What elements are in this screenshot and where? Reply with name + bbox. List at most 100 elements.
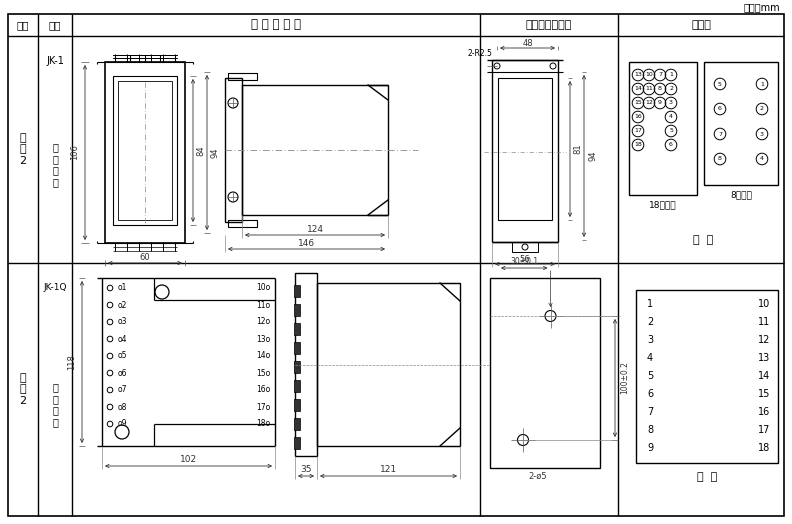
Text: 4: 4	[647, 353, 653, 363]
Text: 11: 11	[645, 86, 653, 92]
Bar	[317, 283, 460, 446]
Text: 102: 102	[180, 455, 197, 464]
Text: 48: 48	[522, 38, 533, 48]
Text: 146: 146	[298, 238, 315, 247]
Text: 10o: 10o	[256, 283, 270, 292]
Text: o7: o7	[118, 386, 128, 395]
Bar	[490, 278, 600, 468]
Text: 1: 1	[647, 299, 653, 309]
Text: 7: 7	[658, 72, 662, 78]
Bar	[294, 361, 300, 373]
Text: 图号: 图号	[17, 20, 29, 30]
Bar	[629, 62, 697, 195]
Text: 18: 18	[634, 143, 642, 147]
Text: 18o: 18o	[256, 420, 270, 429]
Text: 2: 2	[669, 86, 673, 92]
Text: o6: o6	[118, 368, 128, 377]
Text: 12: 12	[645, 101, 653, 105]
Text: 16o: 16o	[256, 386, 270, 395]
Text: 10: 10	[758, 299, 770, 309]
Bar	[228, 220, 257, 227]
Text: 12o: 12o	[256, 318, 270, 326]
Text: 端子图: 端子图	[691, 20, 711, 30]
Text: 84: 84	[196, 145, 205, 156]
Text: 11o: 11o	[256, 300, 270, 310]
Text: 9: 9	[658, 101, 662, 105]
Text: 13o: 13o	[256, 334, 270, 344]
Text: 7: 7	[647, 407, 653, 417]
Text: 81: 81	[573, 144, 582, 154]
Text: 板
后
接
线: 板 后 接 线	[52, 142, 58, 187]
Text: 3: 3	[760, 132, 764, 136]
Text: 安装开孔尺寸图: 安装开孔尺寸图	[526, 20, 572, 30]
Text: 10: 10	[645, 72, 653, 78]
Text: 56: 56	[520, 255, 531, 264]
Text: 4: 4	[760, 157, 764, 161]
Text: o8: o8	[118, 402, 128, 411]
Bar	[512, 242, 538, 252]
Text: 15o: 15o	[256, 368, 270, 377]
Text: o9: o9	[118, 420, 128, 429]
Text: 2: 2	[647, 317, 653, 327]
Text: 6: 6	[718, 106, 722, 112]
Text: 12: 12	[758, 335, 770, 345]
Text: 9: 9	[647, 443, 653, 453]
Text: 13: 13	[634, 72, 642, 78]
Text: 121: 121	[380, 465, 397, 475]
Text: 2-ø5: 2-ø5	[528, 472, 546, 481]
Bar	[294, 437, 300, 449]
Text: 16: 16	[634, 115, 642, 119]
Text: 18点端子: 18点端子	[649, 201, 677, 210]
Text: o2: o2	[118, 300, 128, 310]
Text: 板
前
接
线: 板 前 接 线	[52, 382, 58, 427]
Text: 1: 1	[669, 72, 673, 78]
Text: 8: 8	[718, 157, 722, 161]
Text: 4: 4	[669, 115, 673, 119]
Text: 5: 5	[647, 371, 653, 381]
Text: 7: 7	[718, 132, 722, 136]
Bar	[498, 78, 552, 220]
Text: 124: 124	[307, 224, 323, 234]
Text: 17: 17	[634, 128, 642, 134]
Text: 94: 94	[211, 147, 219, 158]
Text: 100±0.2: 100±0.2	[620, 362, 630, 395]
Text: 正  视: 正 视	[697, 472, 717, 482]
Text: 11: 11	[758, 317, 770, 327]
Bar	[704, 62, 778, 185]
Bar	[228, 73, 257, 80]
Text: 结构: 结构	[49, 20, 61, 30]
Bar	[113, 76, 177, 225]
Bar	[294, 342, 300, 354]
Bar	[294, 323, 300, 335]
Text: 6: 6	[669, 143, 673, 147]
Text: 3: 3	[647, 335, 653, 345]
Text: 118: 118	[67, 354, 77, 370]
Bar	[294, 380, 300, 392]
Text: 15: 15	[634, 101, 642, 105]
Text: 15: 15	[758, 389, 770, 399]
Text: 106: 106	[70, 145, 79, 160]
Bar	[636, 290, 778, 463]
Text: 2-R2.5: 2-R2.5	[467, 49, 492, 59]
Text: 6: 6	[647, 389, 653, 399]
Text: 3: 3	[669, 101, 673, 105]
Bar	[118, 81, 172, 220]
Text: 17o: 17o	[256, 402, 270, 411]
Text: 30±0.1: 30±0.1	[510, 257, 539, 266]
Text: 5: 5	[718, 82, 722, 86]
Text: 背  视: 背 视	[693, 235, 714, 245]
Text: 14: 14	[634, 86, 642, 92]
Text: o5: o5	[118, 352, 128, 361]
Bar	[294, 285, 300, 297]
Text: 附
图
2: 附 图 2	[20, 373, 27, 406]
Text: 35: 35	[300, 465, 312, 475]
Text: o4: o4	[118, 334, 128, 344]
Bar	[492, 60, 558, 242]
Bar	[242, 85, 388, 215]
Text: 94: 94	[588, 151, 597, 161]
Bar	[105, 62, 185, 243]
Text: 60: 60	[139, 253, 150, 261]
Text: 单位：mm: 单位：mm	[744, 2, 780, 12]
Text: 18: 18	[758, 443, 770, 453]
Text: 外 形 尺 寸 图: 外 形 尺 寸 图	[251, 18, 301, 31]
